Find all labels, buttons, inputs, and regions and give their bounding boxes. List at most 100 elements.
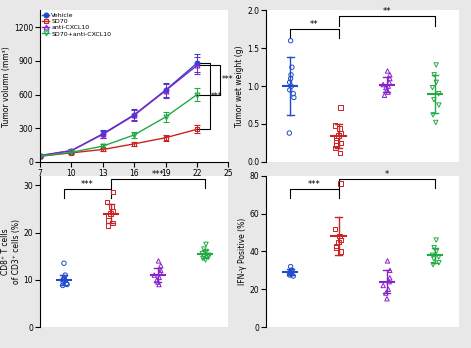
Point: [59, 279, 67, 285]
Point: [380, 82, 387, 87]
Point: [386, 72, 394, 78]
Point: [333, 245, 340, 251]
Point: [429, 85, 436, 90]
Point: [332, 145, 339, 151]
Point: [336, 234, 343, 239]
Point: [286, 272, 293, 278]
Point: [59, 283, 66, 288]
Point: [157, 263, 164, 268]
Point: [61, 272, 69, 278]
Point: [337, 104, 344, 110]
Point: [288, 83, 295, 89]
Point: [60, 260, 68, 266]
Point: [435, 260, 443, 266]
Text: ***: ***: [308, 180, 321, 189]
Point: [109, 220, 116, 226]
Point: [203, 248, 210, 254]
Point: [336, 150, 344, 156]
Point: [429, 262, 437, 268]
Point: [105, 218, 112, 223]
Point: [155, 275, 163, 280]
Point: [386, 76, 394, 81]
Point: [435, 102, 443, 108]
Point: [287, 264, 294, 269]
Point: [151, 272, 158, 278]
Point: [63, 282, 71, 287]
Point: [156, 270, 164, 276]
Point: [63, 281, 70, 286]
Point: [155, 282, 163, 287]
Point: [337, 140, 344, 146]
Point: [331, 123, 339, 128]
Point: [105, 223, 112, 228]
Point: [385, 80, 393, 85]
Y-axis label: Tumor volumn (mm³): Tumor volumn (mm³): [2, 46, 11, 127]
Legend: Vehicle, SD70, anti-CXCL10, SD70+anti-CXCL10: Vehicle, SD70, anti-CXCL10, SD70+anti-CX…: [41, 12, 112, 37]
Point: [383, 296, 391, 301]
Y-axis label: CD8⁺ T cells
of CD3⁺ cells (%): CD8⁺ T cells of CD3⁺ cells (%): [1, 219, 21, 284]
Point: [61, 275, 68, 280]
Point: [60, 276, 68, 282]
Point: [108, 204, 115, 209]
Text: ***: ***: [222, 76, 233, 85]
Point: [381, 93, 388, 98]
Point: [335, 133, 342, 138]
Point: [288, 271, 295, 277]
Point: [435, 91, 442, 96]
Point: [154, 279, 162, 285]
Point: [432, 237, 440, 243]
Point: [286, 270, 293, 276]
Point: [432, 80, 440, 85]
Point: [335, 239, 342, 245]
Text: ***: ***: [211, 92, 223, 101]
Point: [430, 256, 438, 262]
Point: [202, 257, 209, 263]
Point: [204, 252, 212, 258]
Point: [107, 211, 114, 216]
Point: [199, 251, 206, 256]
Point: [380, 283, 387, 288]
Point: [290, 273, 297, 279]
Point: [382, 290, 390, 296]
Text: **: **: [382, 8, 391, 16]
Point: [287, 268, 295, 273]
Point: [383, 87, 391, 93]
Point: [157, 268, 164, 273]
Point: [154, 258, 162, 264]
Point: [384, 286, 392, 292]
Point: [386, 268, 394, 273]
Y-axis label: IFN-γ Positive (%): IFN-γ Positive (%): [238, 218, 247, 285]
Point: [384, 83, 392, 89]
Point: [287, 72, 295, 78]
Text: *: *: [385, 170, 389, 179]
Point: [435, 254, 442, 260]
Point: [103, 199, 111, 205]
Point: [290, 91, 297, 96]
Point: [61, 278, 68, 284]
Point: [200, 253, 208, 259]
Point: [386, 275, 394, 281]
Point: [336, 126, 343, 131]
Point: [331, 226, 339, 231]
Point: [432, 120, 439, 125]
Point: [290, 95, 298, 100]
Point: [333, 138, 340, 143]
Point: [202, 242, 210, 247]
Point: [287, 76, 294, 81]
Point: [337, 237, 344, 243]
Point: [432, 248, 440, 254]
Point: [430, 97, 438, 103]
Point: [286, 87, 293, 93]
Point: [429, 112, 437, 118]
Point: [385, 279, 393, 285]
Point: [430, 72, 438, 78]
Point: [432, 62, 440, 68]
Point: [384, 89, 392, 95]
Point: [153, 277, 161, 283]
Y-axis label: Tumor wet weight (g): Tumor wet weight (g): [236, 45, 244, 127]
Point: [337, 248, 344, 254]
Point: [384, 68, 391, 74]
Point: [287, 38, 294, 44]
Point: [337, 130, 344, 136]
Point: [200, 246, 208, 252]
